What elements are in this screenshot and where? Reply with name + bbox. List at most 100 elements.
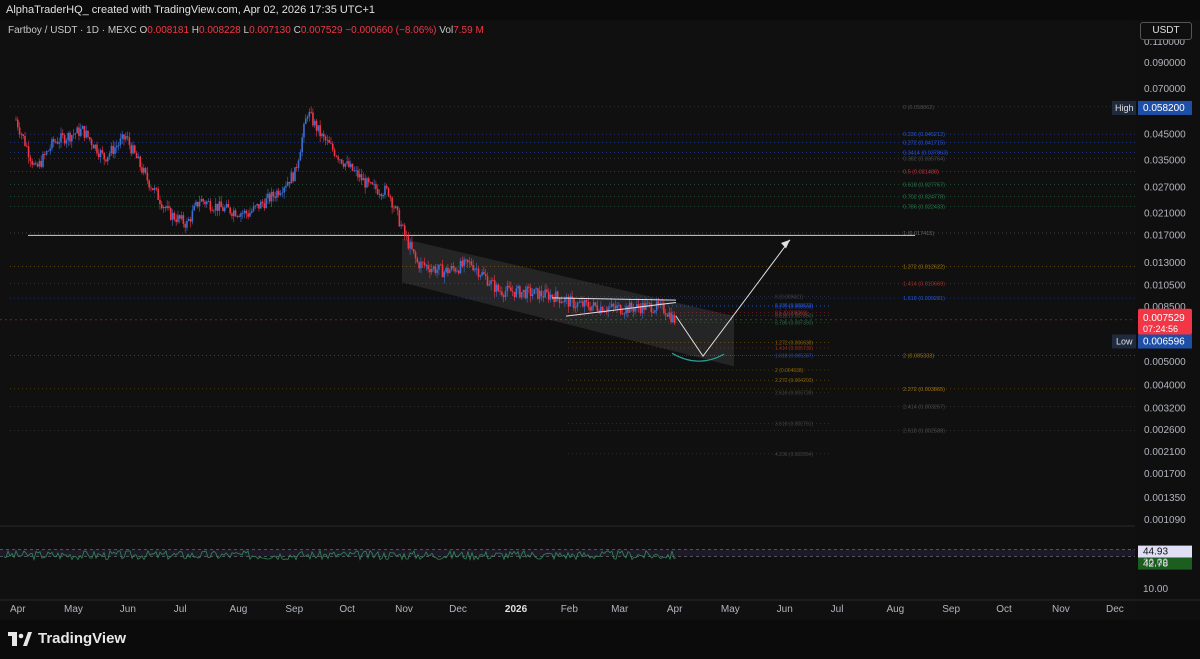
candle-down[interactable]: [340, 159, 343, 164]
candle-down[interactable]: [405, 235, 408, 237]
candle-down[interactable]: [126, 136, 129, 138]
candle-up[interactable]: [74, 133, 77, 135]
candle-up[interactable]: [474, 268, 476, 271]
candle-up[interactable]: [533, 289, 536, 295]
candle-down[interactable]: [97, 153, 100, 158]
candle-up[interactable]: [672, 314, 674, 323]
candle-up[interactable]: [535, 288, 537, 290]
candle-up[interactable]: [45, 151, 48, 155]
candle-up[interactable]: [193, 205, 195, 211]
candle-up[interactable]: [317, 125, 320, 131]
candle-down[interactable]: [105, 159, 107, 162]
candle-up[interactable]: [250, 211, 253, 213]
candle-down[interactable]: [652, 312, 654, 314]
candle-up[interactable]: [33, 163, 35, 165]
candle-up[interactable]: [223, 207, 226, 212]
candle-up[interactable]: [495, 284, 498, 292]
candle-down[interactable]: [411, 242, 413, 250]
candle-up[interactable]: [583, 300, 586, 307]
currency-badge[interactable]: USDT: [1140, 22, 1192, 40]
candle-down[interactable]: [52, 139, 55, 142]
candle-up[interactable]: [42, 153, 44, 167]
candle-down[interactable]: [245, 210, 248, 214]
candle-down[interactable]: [96, 144, 98, 154]
candle-down[interactable]: [268, 193, 271, 202]
candle-down[interactable]: [335, 155, 338, 157]
candle-down[interactable]: [369, 182, 372, 184]
candle-up[interactable]: [382, 195, 384, 197]
candle-up[interactable]: [607, 307, 609, 312]
candle-up[interactable]: [531, 294, 534, 297]
candle-down[interactable]: [146, 172, 149, 181]
candle-up[interactable]: [481, 272, 483, 276]
candle-down[interactable]: [160, 204, 163, 209]
candle-down[interactable]: [61, 133, 64, 136]
candle-down[interactable]: [385, 185, 388, 188]
candle-up[interactable]: [504, 291, 507, 297]
candle-up[interactable]: [106, 156, 109, 162]
candle-up[interactable]: [281, 192, 284, 194]
candle-down[interactable]: [673, 314, 676, 324]
candle-up[interactable]: [81, 126, 84, 129]
candle-down[interactable]: [169, 208, 172, 220]
candle-down[interactable]: [396, 206, 399, 211]
candle-up[interactable]: [646, 302, 649, 304]
candle-up[interactable]: [186, 220, 188, 228]
candle-up[interactable]: [252, 206, 255, 212]
candle-up[interactable]: [355, 170, 357, 172]
candle-up[interactable]: [668, 312, 671, 317]
candle-up[interactable]: [285, 185, 287, 188]
candle-up[interactable]: [213, 210, 215, 212]
candle-down[interactable]: [330, 142, 332, 144]
candle-down[interactable]: [101, 150, 104, 153]
candle-up[interactable]: [241, 213, 244, 214]
candle-down[interactable]: [175, 219, 177, 223]
candle-up[interactable]: [522, 289, 525, 292]
candle-up[interactable]: [576, 302, 579, 307]
candle-down[interactable]: [639, 307, 642, 314]
candle-down[interactable]: [582, 301, 584, 307]
candle-down[interactable]: [513, 291, 516, 298]
candle-down[interactable]: [258, 203, 260, 209]
candle-up[interactable]: [600, 306, 602, 314]
candle-down[interactable]: [360, 174, 363, 181]
candle-up[interactable]: [286, 181, 289, 186]
candle-down[interactable]: [34, 163, 37, 165]
pennant-upper-line[interactable]: [551, 297, 677, 301]
candle-down[interactable]: [178, 215, 181, 219]
candle-down[interactable]: [263, 203, 266, 209]
candle-down[interactable]: [547, 291, 550, 300]
candle-down[interactable]: [472, 265, 474, 271]
candle-down[interactable]: [112, 145, 114, 154]
candle-down[interactable]: [337, 156, 339, 160]
candle-up[interactable]: [560, 301, 563, 303]
candle-up[interactable]: [409, 242, 411, 249]
candle-down[interactable]: [229, 207, 231, 214]
candle-up[interactable]: [94, 144, 96, 149]
candle-down[interactable]: [573, 298, 575, 309]
candle-down[interactable]: [540, 290, 543, 297]
candle-down[interactable]: [630, 302, 633, 309]
candle-down[interactable]: [78, 127, 80, 136]
candle-down[interactable]: [141, 167, 143, 173]
candle-down[interactable]: [529, 287, 532, 297]
candle-down[interactable]: [457, 270, 460, 274]
candle-down[interactable]: [627, 306, 629, 313]
candle-up[interactable]: [283, 187, 285, 193]
candle-up[interactable]: [65, 140, 68, 144]
candle-up[interactable]: [72, 134, 75, 136]
candle-up[interactable]: [654, 310, 656, 313]
pennant-lower-line[interactable]: [565, 301, 677, 317]
candle-up[interactable]: [506, 285, 509, 292]
candle-up[interactable]: [297, 160, 300, 168]
candle-up[interactable]: [578, 302, 581, 304]
candle-up[interactable]: [187, 219, 190, 221]
symbol-name[interactable]: Fartboy / USDT · 1D · MEXC: [8, 25, 137, 36]
candle-down[interactable]: [15, 119, 17, 121]
candle-down[interactable]: [562, 301, 564, 303]
candle-down[interactable]: [312, 112, 314, 126]
candle-down[interactable]: [596, 305, 599, 311]
candle-down[interactable]: [483, 272, 485, 275]
candle-down[interactable]: [612, 303, 615, 307]
candle-up[interactable]: [488, 284, 491, 286]
